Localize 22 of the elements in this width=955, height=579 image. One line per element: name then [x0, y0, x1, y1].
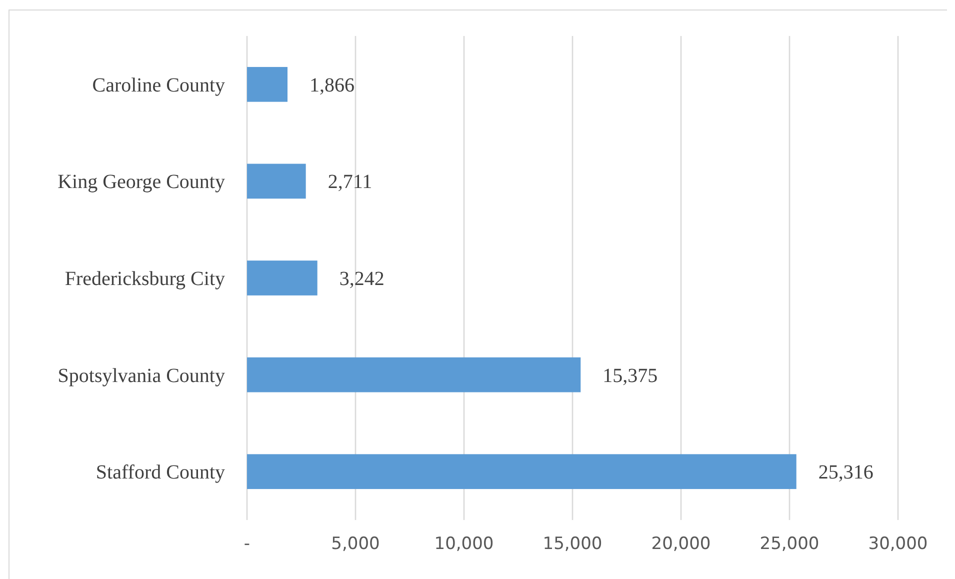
- x-tick-label: 10,000: [434, 534, 494, 554]
- x-tick-label: 30,000: [868, 534, 928, 554]
- x-tick-label: 25,000: [760, 534, 820, 554]
- y-tick-label: Stafford County: [96, 462, 225, 484]
- y-tick-label: Fredericksburg City: [64, 268, 225, 290]
- data-label: 3,242: [339, 268, 384, 290]
- data-label: 15,375: [602, 364, 658, 387]
- x-tick-label: 15,000: [542, 534, 602, 554]
- bar: [247, 260, 318, 296]
- data-label: 25,316: [818, 462, 874, 484]
- data-label: 2,711: [328, 171, 372, 194]
- bar: [247, 357, 581, 392]
- x-tick-label: 20,000: [651, 534, 711, 554]
- y-tick-label: Spotsylvania County: [58, 364, 225, 387]
- bar: [247, 454, 796, 490]
- data-label: 1,866: [309, 74, 354, 96]
- y-tick-label: Caroline County: [92, 74, 225, 96]
- x-tick-label: -: [244, 534, 250, 554]
- y-tick-label: King George County: [58, 171, 225, 194]
- x-tick-label: 5,000: [331, 534, 380, 554]
- bar: [247, 66, 288, 102]
- bar: [247, 164, 306, 199]
